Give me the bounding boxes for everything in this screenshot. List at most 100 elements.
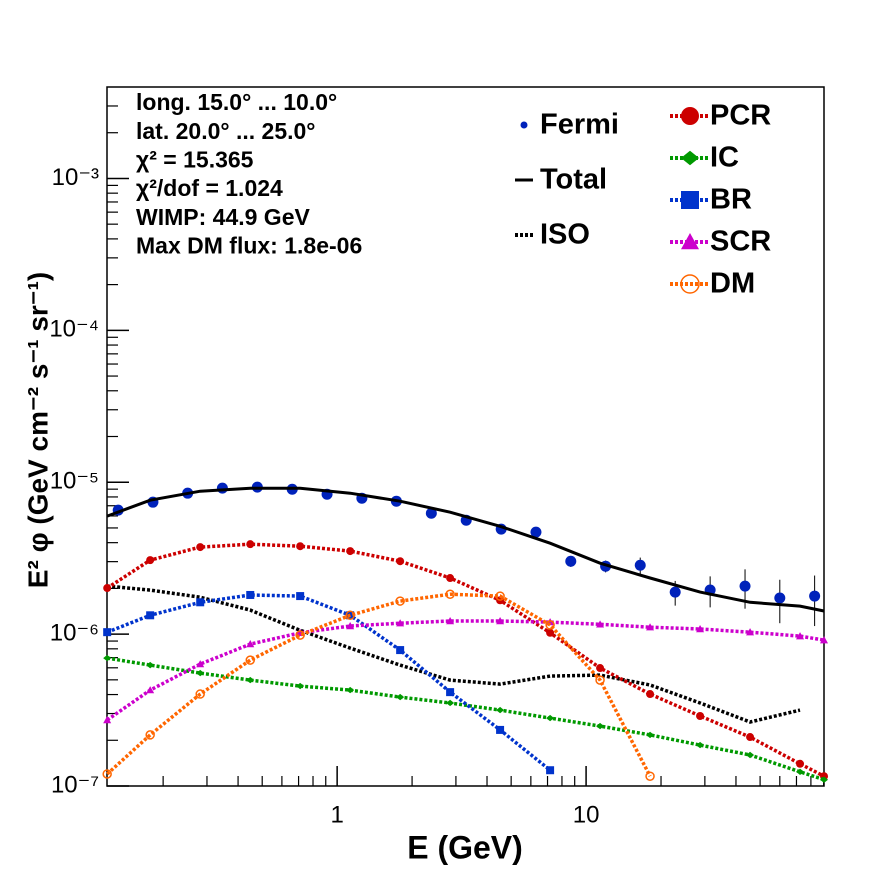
series-marker: [246, 590, 255, 599]
data-point: [530, 526, 542, 538]
legend-marker: [681, 191, 699, 209]
legend-label: DM: [710, 268, 755, 300]
series-marker: [746, 733, 755, 742]
series-marker: [346, 686, 355, 694]
series-marker: [646, 690, 655, 699]
series-marker: [796, 759, 805, 768]
legend-label: SCR: [710, 226, 771, 258]
annotation: Max DM flux: 1.8e-06: [136, 233, 362, 259]
series-marker: [103, 584, 112, 593]
y-tick-label: 10⁻⁵: [50, 468, 99, 495]
series-marker: [296, 592, 305, 601]
series-marker: [195, 689, 205, 699]
series-marker: [196, 669, 205, 677]
series-marker: [446, 574, 455, 583]
data-point: [809, 590, 821, 602]
series-marker: [396, 557, 405, 566]
series-marker: [696, 741, 705, 749]
legend-label: BR: [710, 184, 752, 216]
series-marker: [796, 632, 805, 640]
x-tick-label: 1: [330, 801, 343, 828]
series-marker: [245, 655, 256, 665]
annotation: χ²/dof = 1.024: [136, 175, 283, 201]
series-marker: [496, 706, 505, 714]
series-marker: [596, 664, 605, 673]
annotation: χ² = 15.365: [136, 146, 254, 172]
y-tick-label: 10⁻⁷: [51, 771, 99, 798]
series-marker: [103, 715, 112, 724]
series-marker: [103, 654, 112, 662]
series-marker: [545, 620, 555, 630]
series-marker: [446, 688, 455, 697]
series-marker: [396, 646, 405, 655]
series-marker: [346, 547, 355, 556]
series-marker: [646, 731, 655, 739]
data-point: [669, 586, 681, 598]
series-marker: [295, 630, 305, 640]
series-marker: [146, 556, 155, 565]
series-marker: [103, 628, 112, 637]
series-marker: [496, 725, 505, 734]
series-marker: [396, 619, 405, 627]
y-tick-label: 10⁻³: [52, 164, 99, 191]
annotation: lat. 20.0° ... 25.0°: [136, 118, 316, 144]
x-axis-label: E (GeV): [407, 829, 523, 865]
series-marker: [145, 730, 155, 740]
series-marker: [446, 699, 455, 707]
series-marker: [445, 589, 455, 599]
series-marker: [196, 543, 205, 552]
series-marker: [596, 722, 605, 730]
series-marker: [495, 591, 505, 601]
series-marker: [596, 620, 605, 628]
series-line: [107, 584, 801, 724]
legend-marker: [520, 121, 528, 129]
data-point: [774, 592, 786, 604]
series-marker: [246, 540, 255, 549]
annotation: WIMP: 44.9 GeV: [136, 204, 310, 230]
series-marker: [102, 769, 112, 779]
y-tick-label: 10⁻⁶: [50, 619, 99, 646]
series-marker: [146, 611, 155, 620]
series-line: [106, 486, 825, 613]
series-marker: [546, 714, 555, 722]
annotation: long. 15.0° ... 10.0°: [136, 89, 337, 115]
series-marker: [396, 693, 405, 701]
data-point: [425, 507, 437, 519]
series-line: [106, 619, 825, 722]
series-line: [106, 592, 652, 778]
series-marker: [345, 610, 355, 621]
series-marker: [746, 751, 755, 759]
series-marker: [146, 686, 155, 694]
y-tick-label: 10⁻⁴: [49, 316, 99, 343]
data-point: [739, 580, 751, 592]
series-marker: [296, 542, 305, 551]
series-marker: [296, 682, 305, 690]
series-marker: [595, 675, 605, 685]
legend-marker: [681, 150, 699, 166]
legend-label: PCR: [710, 100, 771, 132]
series-marker: [820, 636, 829, 644]
legend-label: Fermi: [540, 109, 619, 141]
series-marker: [746, 628, 755, 636]
series-marker: [546, 766, 555, 775]
y-axis-label: E² φ (GeV cm⁻² s⁻¹ sr⁻¹): [22, 272, 53, 588]
series-marker: [696, 711, 705, 720]
series-marker: [645, 771, 655, 781]
series-marker: [346, 622, 355, 630]
series-marker: [446, 616, 455, 625]
series-line: [106, 656, 825, 782]
series-marker: [246, 676, 255, 684]
x-tick-label: 10: [573, 801, 600, 828]
series-marker: [646, 623, 655, 631]
series-marker: [146, 661, 155, 669]
series-marker: [546, 628, 555, 637]
series-marker: [696, 625, 705, 633]
legend-label: Total: [540, 164, 607, 196]
data-point: [634, 559, 646, 571]
series-marker: [820, 776, 829, 783]
series-marker: [196, 598, 205, 607]
series-marker: [796, 768, 805, 776]
legend-label: ISO: [540, 219, 590, 251]
